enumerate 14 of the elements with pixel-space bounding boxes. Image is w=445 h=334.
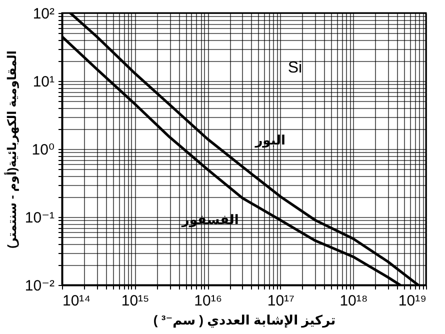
annotation: Si	[288, 59, 302, 76]
x-axis-title: تركيز الإشابة العددي ( سم⁻³ )	[153, 312, 336, 328]
y-tick-label: 10⁻²	[24, 278, 54, 294]
y-tick-label: 10⁻¹	[24, 210, 54, 226]
x-tick-label: 10¹⁴	[62, 292, 91, 310]
x-tick-label: 10¹⁵	[121, 292, 150, 310]
x-tick-label: 10¹⁶	[194, 292, 222, 310]
x-tick-label: 10¹⁷	[267, 292, 294, 310]
y-tick-label: 10²	[32, 6, 54, 22]
x-tick-label: 10¹⁸	[340, 292, 368, 310]
x-tick-label: 10¹⁹	[398, 292, 426, 310]
y-tick-label: 10¹	[32, 74, 54, 90]
y-tick-label: 10⁰	[32, 142, 54, 158]
y-axis-title: المقاومية الكهربائية(أوم - سنتمتر)	[4, 50, 19, 248]
